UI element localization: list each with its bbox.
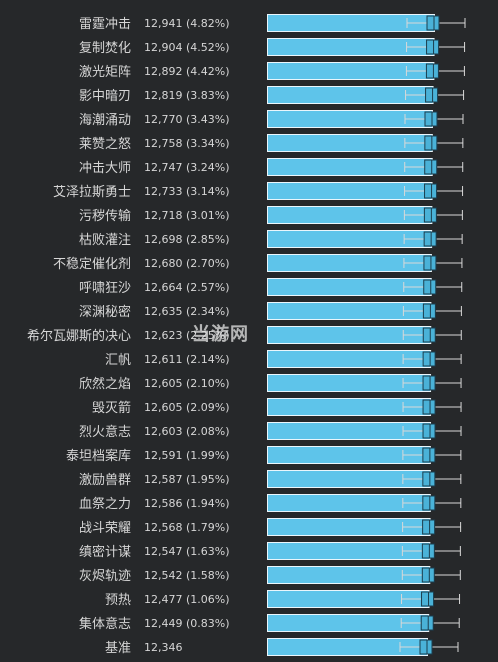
quartile-box bbox=[424, 159, 438, 175]
category-label: 缜密计谋 bbox=[79, 544, 131, 560]
value-label: 12,586 (1.94%) bbox=[144, 497, 230, 510]
quartile-box bbox=[424, 111, 438, 127]
quartile-box bbox=[419, 639, 433, 655]
value-label: 12,747 (3.24%) bbox=[144, 161, 230, 174]
category-label: 冲击大师 bbox=[79, 161, 131, 176]
quartile-box bbox=[422, 327, 436, 343]
quartile-box bbox=[422, 495, 436, 511]
category-label: 血祭之力 bbox=[79, 497, 131, 512]
value-label: 12,904 (4.52%) bbox=[144, 41, 230, 54]
category-label: 战斗荣耀 bbox=[79, 521, 131, 536]
quartile-box bbox=[424, 135, 438, 151]
category-label: 激励兽群 bbox=[79, 473, 131, 488]
quartile-box bbox=[422, 423, 436, 439]
quartile-box bbox=[426, 15, 440, 31]
value-label: 12,680 (2.70%) bbox=[144, 257, 230, 270]
value-label: 12,547 (1.63%) bbox=[144, 545, 230, 558]
quartile-box bbox=[423, 207, 437, 223]
quartile-box bbox=[421, 543, 435, 559]
quartile-box bbox=[422, 399, 436, 415]
value-label: 12,892 (4.42%) bbox=[144, 65, 230, 78]
value-label: 12,664 (2.57%) bbox=[144, 281, 230, 294]
quartile-box bbox=[422, 447, 436, 463]
category-label: 灰烬轨迹 bbox=[79, 568, 131, 584]
category-label: 激光矩阵 bbox=[79, 65, 131, 80]
category-label: 枯败灌注 bbox=[79, 233, 131, 248]
value-label: 12,587 (1.95%) bbox=[144, 473, 230, 486]
quartile-box bbox=[423, 279, 437, 295]
value-label: 12,605 (2.10%) bbox=[144, 377, 230, 390]
category-label: 集体意志 bbox=[79, 616, 131, 632]
value-label: 12,542 (1.58%) bbox=[144, 569, 230, 582]
value-label: 12,635 (2.34%) bbox=[144, 305, 230, 318]
quartile-box bbox=[426, 39, 440, 55]
value-label: 12,623 (2.25%) bbox=[144, 329, 230, 342]
value-label: 12,346 bbox=[144, 641, 183, 654]
category-label: 不稳定催化剂 bbox=[53, 256, 131, 272]
quartile-box bbox=[424, 183, 438, 199]
quartile-box bbox=[422, 375, 436, 391]
watermark-text: 当游网 bbox=[192, 324, 249, 345]
quartile-box bbox=[425, 63, 439, 79]
quartile-box bbox=[420, 615, 434, 631]
category-label: 海潮涌动 bbox=[79, 113, 131, 128]
category-label: 汇帆 bbox=[105, 353, 131, 368]
category-label: 影中暗刃 bbox=[79, 89, 131, 104]
value-label: 12,603 (2.08%) bbox=[144, 425, 230, 438]
quartile-box bbox=[422, 303, 436, 319]
value-label: 12,611 (2.14%) bbox=[144, 353, 230, 366]
value-label: 12,758 (3.34%) bbox=[144, 137, 230, 150]
quartile-box bbox=[423, 255, 437, 271]
value-label: 12,718 (3.01%) bbox=[144, 209, 230, 222]
value-label: 12,477 (1.06%) bbox=[144, 593, 230, 606]
category-label: 复制焚化 bbox=[79, 41, 131, 56]
value-label: 12,770 (3.43%) bbox=[144, 113, 230, 126]
watermark-logo: 当游网 bbox=[192, 320, 249, 346]
category-label: 泰坦档案库 bbox=[66, 448, 131, 464]
category-label: 毁灭箭 bbox=[92, 400, 131, 416]
quartile-box bbox=[423, 231, 437, 247]
category-label: 深渊秘密 bbox=[79, 304, 131, 320]
category-label: 莱赞之怒 bbox=[79, 137, 131, 152]
value-label: 12,449 (0.83%) bbox=[144, 617, 230, 630]
category-label: 艾泽拉斯勇士 bbox=[53, 185, 131, 200]
category-label: 预热 bbox=[105, 593, 131, 608]
value-label: 12,698 (2.85%) bbox=[144, 233, 230, 246]
quartile-box bbox=[425, 87, 439, 103]
category-label: 烈火意志 bbox=[79, 424, 131, 440]
value-label: 12,591 (1.99%) bbox=[144, 449, 230, 462]
value-label: 12,941 (4.82%) bbox=[144, 17, 230, 30]
category-label: 欣然之焰 bbox=[79, 376, 131, 392]
quartile-box bbox=[422, 351, 436, 367]
value-label: 12,568 (1.79%) bbox=[144, 521, 230, 534]
quartile-box bbox=[421, 567, 435, 583]
category-label: 呼啸狂沙 bbox=[79, 281, 131, 296]
value-label: 12,605 (2.09%) bbox=[144, 401, 230, 414]
category-label: 污秽传输 bbox=[79, 208, 131, 224]
category-label: 基准 bbox=[105, 641, 131, 656]
quartile-box bbox=[421, 591, 435, 607]
quartile-box bbox=[422, 471, 436, 487]
quartile-box bbox=[422, 519, 436, 535]
value-label: 12,733 (3.14%) bbox=[144, 185, 230, 198]
category-label: 希尔瓦娜斯的决心 bbox=[27, 328, 131, 344]
category-label: 雷霆冲击 bbox=[79, 17, 131, 32]
value-label: 12,819 (3.83%) bbox=[144, 89, 230, 102]
